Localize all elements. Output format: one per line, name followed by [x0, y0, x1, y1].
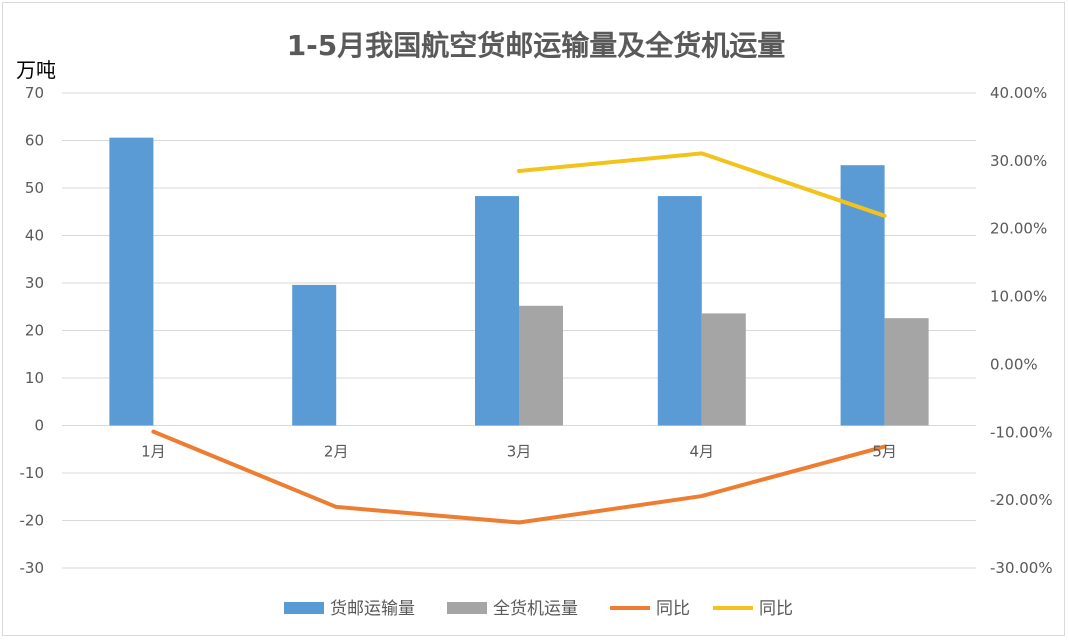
y-tick-label: -30	[20, 559, 45, 577]
y2-tick-label: 20.00%	[990, 220, 1047, 238]
y-tick-label: 70	[25, 84, 44, 102]
y2-tick-label: 40.00%	[990, 84, 1047, 102]
legend-label: 全货机运量	[493, 599, 578, 619]
chart-title: 1-5月我国航空货邮运输量及全货机运量	[287, 29, 786, 62]
bar	[884, 318, 929, 426]
legend-label: 货邮运输量	[330, 599, 415, 619]
x-tick-label: 1月	[141, 443, 166, 461]
bar	[701, 313, 746, 426]
x-tick-label: 4月	[690, 443, 715, 461]
gridlines	[62, 92, 976, 569]
bar	[475, 196, 519, 426]
y-tick-label: -10	[20, 464, 45, 482]
y-axis-label: 万吨	[16, 58, 56, 82]
y-tick-label: -20	[20, 512, 45, 530]
y-tick-label: 10	[25, 369, 44, 387]
y2-tick-label: 0.00%	[990, 355, 1038, 373]
y2-tick-label: -10.00%	[990, 423, 1053, 441]
y2-tick-label: 10.00%	[990, 288, 1047, 306]
legend-label: 同比	[759, 599, 793, 619]
legend-label: 同比	[656, 599, 690, 619]
y-tick-label: 60	[25, 132, 44, 150]
bar	[292, 284, 337, 426]
y-tick-label: 50	[25, 179, 44, 197]
y2-axis-ticks: 40.00% 30.00% 20.00% 10.00% 0.00% -10.00% -20.…	[990, 84, 1053, 577]
y-tick-label: 30	[25, 274, 44, 292]
y-axis-ticks: 70 60 50 40 30 20 10 0 -10 -20 -30	[20, 84, 45, 577]
series-line	[517, 151, 887, 218]
y-tick-label: 40	[25, 227, 44, 245]
series-line	[151, 429, 887, 525]
x-tick-label: 3月	[507, 443, 532, 461]
y2-tick-label: 30.00%	[990, 152, 1047, 170]
legend-swatch	[284, 602, 324, 614]
lines	[151, 151, 887, 525]
legend-swatch	[447, 602, 487, 614]
y-tick-label: 0	[34, 417, 44, 435]
legend: 货邮运输量 全货机运量 同比 同比	[284, 599, 793, 619]
bar	[657, 196, 702, 426]
bar	[519, 305, 563, 426]
bar	[109, 137, 154, 426]
bars	[109, 137, 929, 426]
y-tick-label: 20	[25, 322, 44, 340]
x-axis-ticks: 1月 2月 3月 4月 5月	[141, 443, 897, 461]
x-tick-label: 2月	[324, 443, 349, 461]
x-tick-label: 5月	[872, 443, 897, 461]
y2-tick-label: -20.00%	[990, 491, 1053, 509]
y2-tick-label: -30.00%	[990, 559, 1053, 577]
